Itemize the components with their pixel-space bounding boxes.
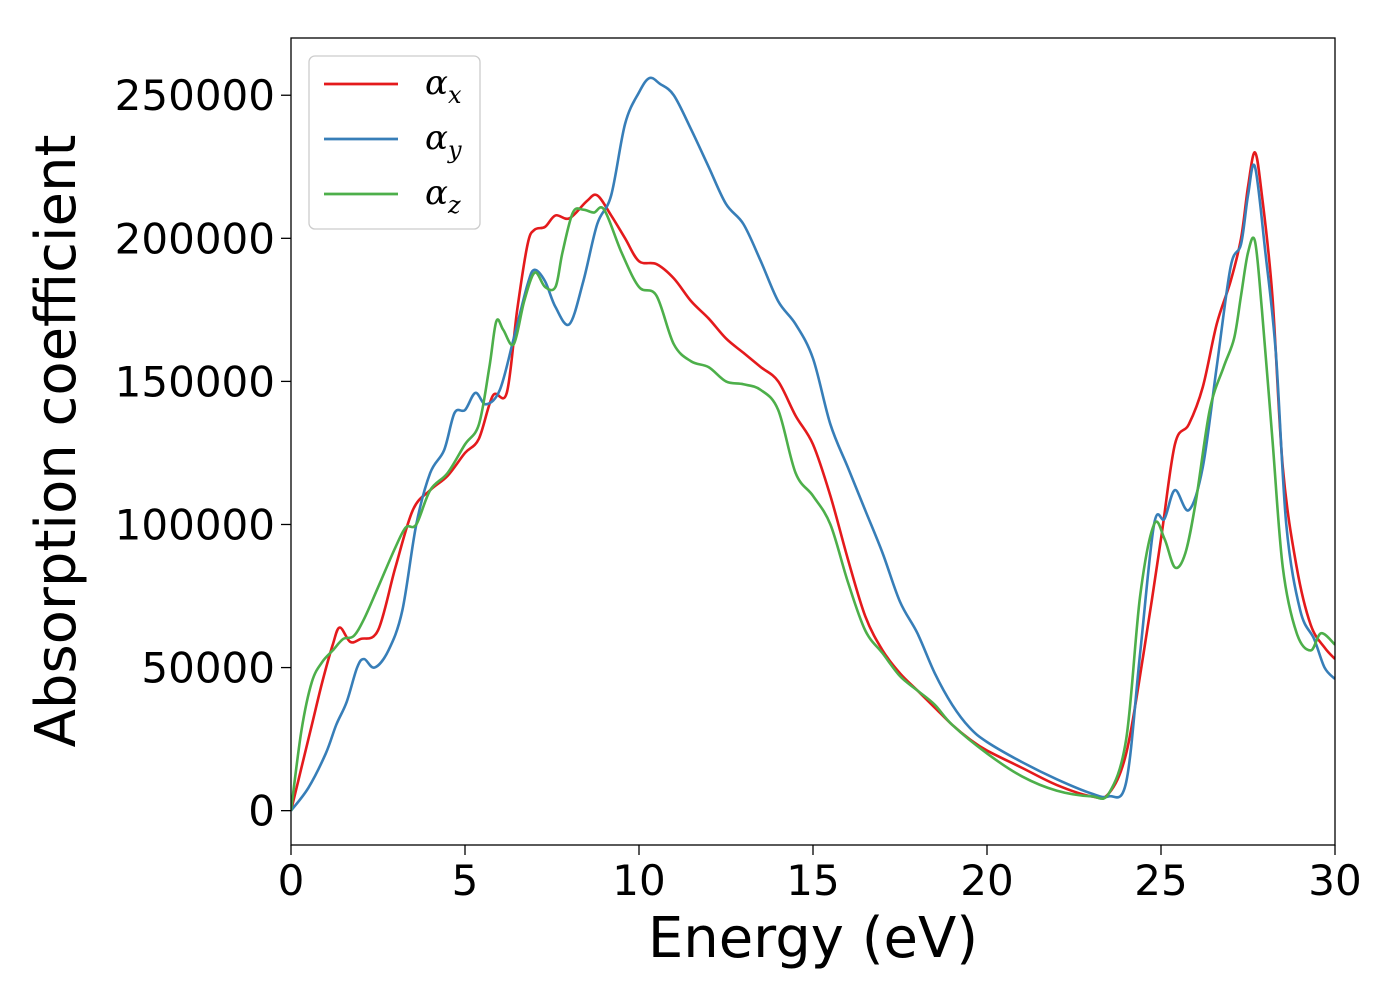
x-axis-title: Energy (eV) <box>648 906 978 971</box>
y-tick-label: 100000 <box>115 500 275 549</box>
x-tick-label: 10 <box>612 856 665 905</box>
x-tick-label: 20 <box>960 856 1013 905</box>
plot-area <box>291 76 1335 812</box>
series-line-y <box>291 76 1335 812</box>
y-tick-label: 250000 <box>115 71 275 120</box>
x-tick-label: 0 <box>278 856 305 905</box>
series-line-z <box>291 206 1335 811</box>
y-tick-label: 200000 <box>115 214 275 263</box>
series-line-x <box>291 151 1335 811</box>
x-tick-label: 15 <box>786 856 839 905</box>
y-axis-title: Absorption coefficient <box>24 135 89 748</box>
y-axis: 0 50000 100000 150000 200000 250000 <box>115 71 291 836</box>
y-tick-label: 50000 <box>141 644 275 693</box>
y-tick-label: 0 <box>248 787 275 836</box>
legend-box <box>308 55 481 230</box>
x-tick-label: 25 <box>1134 856 1187 905</box>
x-tick-label: 30 <box>1308 856 1361 905</box>
x-tick-label: 5 <box>452 856 479 905</box>
x-axis: 0 5 10 15 20 25 30 <box>278 845 1362 905</box>
y-tick-label: 150000 <box>115 357 275 406</box>
